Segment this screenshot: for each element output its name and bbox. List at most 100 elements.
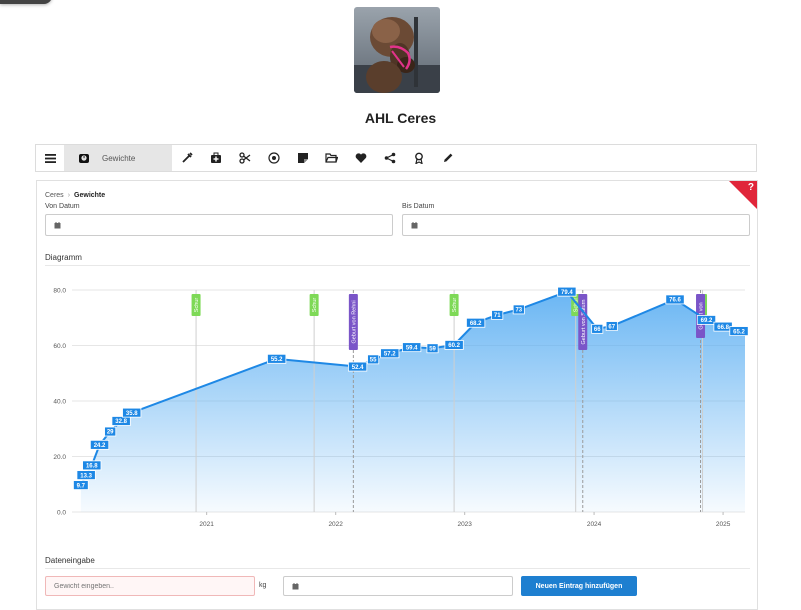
toolbar: Gewichte [35,144,757,172]
x-tick-label: 2022 [328,521,343,528]
edit-button[interactable] [433,145,462,171]
data-label: 55.2 [271,357,283,363]
medkit-icon [210,152,221,163]
weight-input[interactable] [45,576,255,596]
documents-button[interactable] [317,145,346,171]
data-label: 9.7 [77,483,86,489]
data-label-box [729,326,749,336]
target-icon [267,152,280,164]
entry-title: Dateneingabe [45,556,95,565]
notes-button[interactable] [288,145,317,171]
data-label-box [491,310,504,320]
data-label: 59 [429,346,436,352]
to-date-input[interactable] [402,214,750,236]
data-label: 13.3 [80,473,92,479]
share-button[interactable] [375,145,404,171]
event-marker [348,294,358,350]
medical-button[interactable] [201,145,230,171]
breadcrumb-separator-icon: › [67,192,71,199]
weights-card: ? Ceres › Gewichte Von Datum Bis Datum Dia… [36,180,758,610]
from-date-input[interactable] [45,214,393,236]
tab-weights[interactable]: Gewichte [64,145,172,171]
event-marker [191,294,201,316]
calendar-icon [411,221,418,228]
data-label: 79.4 [561,290,573,296]
help-icon[interactable]: ? [747,182,754,193]
y-tick-label: 20.0 [53,454,66,461]
data-label: 68.2 [470,321,482,327]
y-tick-label: 0.0 [57,510,66,517]
data-label-box [444,340,464,350]
data-label: 76.6 [669,298,681,304]
event-label: Geburt von Rehni [351,300,357,343]
data-label: 59.4 [406,345,418,351]
tab-weights-label: Gewichte [102,153,136,163]
data-label-box [557,286,577,297]
data-label-box [665,294,685,305]
data-label: 16.8 [86,464,98,470]
hamburger-icon [44,153,56,163]
calendar-icon [292,582,299,589]
breadcrumb-current: Gewichte [74,192,106,199]
from-date-label: Von Datum [45,203,80,210]
avatar [354,7,440,93]
to-date-label: Bis Datum [402,203,435,210]
y-tick-label: 60.0 [53,343,66,350]
data-label-box [104,426,117,437]
animal-name: AHL Ceres [364,110,437,126]
heart-icon [355,153,366,163]
data-label: 65.2 [733,329,745,335]
event-label: Schur [452,298,458,313]
data-label-box [466,317,486,328]
x-tick-label: 2024 [587,521,602,528]
data-label-box [367,354,380,365]
data-label: 52.4 [352,365,364,371]
pencil-icon [443,153,452,162]
data-label-box [426,343,439,354]
event-label: Geburt von Saturn [581,300,587,345]
vaccination-button[interactable] [172,145,201,171]
diagram-title: Diagramm [45,253,82,262]
help-corner[interactable] [729,181,757,209]
data-label-box [348,361,368,372]
data-label: 73 [515,308,522,314]
target-button[interactable] [259,145,288,171]
data-label: 32.8 [115,419,127,425]
data-label: 66 [594,327,601,333]
breeding-button[interactable] [346,145,375,171]
event-marker [449,294,459,316]
data-label-box [591,323,604,334]
add-entry-button[interactable]: Neuen Eintrag hinzufügen [521,576,637,596]
entry-date-input[interactable] [283,576,513,596]
data-label: 29 [107,430,114,436]
data-label: 35.8 [126,411,138,417]
data-label: 55 [370,358,377,364]
data-label-box [73,480,89,490]
data-label: 66.8 [717,325,729,331]
data-label-box [696,315,717,325]
data-label-box [605,321,618,331]
data-label: 60.2 [448,343,460,349]
breadcrumb-parent[interactable]: Ceres [45,192,64,199]
weight-area [80,291,745,512]
event-label: Schur [194,298,200,313]
syringe-icon [181,152,193,163]
menu-button[interactable] [36,145,64,171]
data-label: 71 [494,313,501,319]
y-tick-label: 40.0 [53,399,66,406]
share-icon [384,152,395,164]
unit-label: kg [259,582,267,589]
awards-button[interactable] [404,145,433,171]
data-label-box [76,470,96,480]
x-tick-label: 2021 [199,521,214,528]
event-marker [309,294,319,316]
scissors-icon [238,152,250,164]
top-chip [0,0,52,4]
data-label-box [267,353,287,364]
data-label: 69.2 [701,318,713,324]
x-tick-label: 2023 [457,521,472,528]
data-label: 57.2 [384,351,396,357]
y-tick-label: 80.0 [53,288,66,295]
shearing-button[interactable] [230,145,259,171]
